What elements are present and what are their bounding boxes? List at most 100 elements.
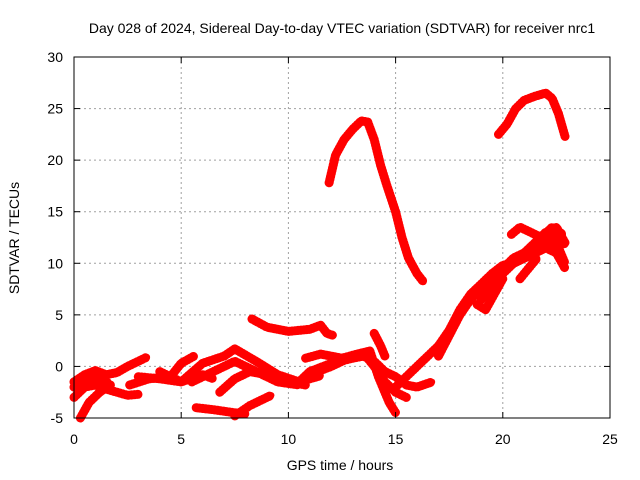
y-axis-label: SDTVAR / TECUs: [6, 182, 22, 294]
data-point: [553, 239, 560, 246]
series-trace-12: [247, 314, 338, 340]
data-point: [210, 406, 217, 413]
data-point: [499, 275, 506, 282]
data-point: [92, 381, 99, 389]
data-point: [531, 249, 539, 257]
data-point: [413, 383, 421, 391]
data-point: [559, 231, 566, 238]
data-point: [340, 136, 348, 143]
data-point: [332, 151, 339, 159]
data-point: [328, 363, 335, 370]
data-point: [405, 254, 412, 262]
data-point: [381, 378, 389, 386]
data-point: [317, 322, 324, 329]
data-point: [188, 378, 196, 386]
data-point: [398, 234, 406, 241]
data-point: [92, 367, 99, 374]
series-markers: [69, 372, 113, 392]
data-point: [420, 278, 427, 286]
x-tick-label: 15: [388, 431, 404, 447]
data-point: [371, 330, 378, 337]
data-point: [561, 265, 569, 272]
data-point: [306, 326, 313, 333]
data-point: [413, 363, 421, 370]
data-point: [349, 126, 356, 133]
data-point: [253, 358, 260, 365]
data-point: [371, 363, 378, 370]
data-point: [190, 352, 198, 360]
data-point: [268, 392, 275, 399]
series-markers: [75, 380, 115, 423]
data-point: [548, 95, 556, 102]
data-point: [248, 315, 256, 323]
axis-ticks: 0 5 10 15 20 25 -5 0 5 10 15 20 25 30: [47, 49, 618, 447]
data-point: [364, 118, 371, 126]
data-point: [126, 381, 133, 389]
data-point: [360, 349, 367, 357]
series-trace-23: [515, 253, 542, 284]
data-point: [263, 324, 271, 331]
series-trace-25: [494, 88, 570, 141]
data-point: [381, 352, 389, 360]
data-point: [495, 131, 502, 138]
data-point: [424, 352, 431, 360]
y-tick-label: 5: [55, 307, 63, 323]
data-point: [521, 97, 528, 104]
data-point: [135, 391, 142, 398]
data-point: [349, 352, 356, 360]
data-point: [548, 224, 556, 231]
x-tick-label: 0: [70, 431, 78, 447]
data-traces: [69, 88, 570, 423]
data-point: [306, 371, 313, 378]
data-point: [285, 328, 292, 335]
y-tick-label: 15: [47, 204, 63, 220]
data-point: [555, 110, 562, 117]
data-point: [371, 136, 378, 143]
data-point: [482, 306, 489, 313]
data-point: [386, 399, 393, 406]
data-point: [259, 396, 266, 403]
data-point: [377, 162, 384, 169]
data-point: [413, 270, 421, 277]
data-point: [231, 345, 238, 353]
plot-frame: [73, 56, 611, 419]
y-tick-label: 30: [47, 49, 63, 65]
data-point: [124, 392, 131, 399]
data-point: [231, 358, 238, 365]
data-point: [317, 350, 324, 358]
data-point: [512, 105, 519, 112]
series-trace-21: [506, 222, 568, 242]
data-point: [263, 371, 271, 378]
data-point: [302, 355, 309, 362]
y-tick-label: 25: [47, 101, 63, 117]
data-point: [525, 265, 532, 272]
chart-title: Day 028 of 2024, Sidereal Day-to-day VTE…: [89, 20, 595, 36]
data-point: [403, 394, 410, 401]
x-tick-label: 10: [281, 431, 297, 447]
data-point: [216, 389, 223, 396]
series-trace-4: [75, 380, 115, 423]
data-point: [516, 275, 524, 282]
x-axis-label: GPS time / hours: [287, 457, 394, 473]
data-point: [193, 404, 200, 411]
x-tick-label: 25: [602, 431, 618, 447]
data-point: [521, 249, 528, 257]
data-point: [135, 373, 142, 380]
data-point: [220, 352, 228, 360]
data-point: [456, 311, 464, 319]
data-point: [231, 412, 238, 420]
y-tick-label: 0: [55, 358, 63, 374]
data-point: [156, 368, 163, 375]
y-tick-label: 20: [47, 152, 63, 168]
data-point: [377, 342, 384, 349]
x-tick-label: 20: [495, 431, 511, 447]
data-point: [113, 369, 121, 376]
data-point: [358, 117, 365, 125]
series-markers: [472, 274, 508, 315]
data-point: [231, 375, 238, 382]
data-point: [96, 389, 103, 396]
data-point: [561, 260, 569, 267]
data-point: [435, 352, 442, 360]
data-point: [124, 363, 131, 370]
